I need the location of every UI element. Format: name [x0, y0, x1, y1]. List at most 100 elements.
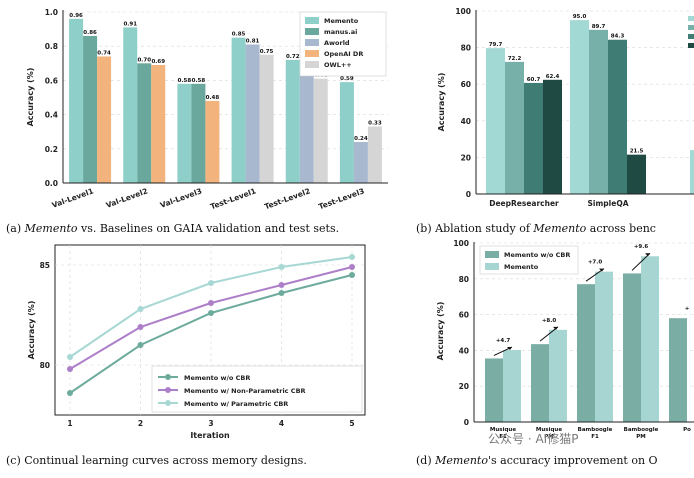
panel-c-x-tick: 5: [349, 419, 354, 428]
panel-d-y-tick: 20: [459, 382, 469, 391]
panel-b-bar: [486, 48, 505, 194]
panel-b-legend-partial: [688, 16, 694, 48]
panel-d-legend: Memento w/o CBR Memento: [479, 245, 579, 275]
panel-a-data-label: 0.70: [137, 57, 151, 63]
panel-d-legend-swatch: [485, 251, 499, 258]
caption-d: (d) Memento's accuracy improvement on O: [416, 454, 658, 467]
panel-c-frame: [54, 244, 366, 416]
caption-c: (c) Continual learning curves across mem…: [6, 454, 307, 467]
panel-d-bar: [503, 350, 521, 422]
caption-a: (a) Memento vs. Baselines on GAIA valida…: [6, 222, 339, 235]
panel-a-legend-swatch: [305, 17, 319, 24]
panel-c-legend-label: Memento w/ Parametric CBR: [184, 400, 288, 408]
panel-c-x-label: Iteration: [190, 431, 230, 440]
panel-d-chart: +4.7+8.0+7.0+9.6+ 020406080100MusiqueF1M…: [436, 239, 694, 440]
panel-a-bar: [339, 82, 354, 183]
panel-a-data-label: 0.91: [123, 21, 137, 27]
panel-d-gain-arrowhead: [645, 253, 650, 257]
panel-b-legend-swatch-2: [688, 25, 694, 30]
panel-a-bar: [313, 78, 328, 183]
panel-a-bar: [83, 35, 98, 183]
panel-c-legend: Memento w/o CBR Memento w/ Non-Parametric…: [151, 365, 363, 413]
panel-a-bars: 0.96 0.86 0.74 0.91 0.70 0.69 0.58 0.58 0.48 0.85…: [69, 13, 382, 184]
panel-c-x-tick: 4: [279, 419, 284, 428]
panel-d-bar: [669, 318, 687, 422]
panel-a-y-tick: 0.0: [45, 179, 58, 188]
panel-b-y-label: Accuracy (%): [437, 73, 446, 132]
panel-a-bar: [299, 71, 314, 183]
panel-d-x-tick: Musique: [490, 427, 516, 433]
caption-a-rest: vs. Baselines on GAIA validation and tes…: [80, 222, 339, 235]
panel-c-y-tick: 85: [40, 261, 50, 270]
panel-a-legend: Memento manus.ai Aworld OpenAI DR OWL++: [299, 11, 387, 77]
caption-a-label: (a): [6, 222, 21, 235]
panel-a-data-label: 0.48: [206, 95, 220, 101]
panel-c-point: [67, 390, 73, 396]
panel-b-bar-partial: [690, 150, 694, 194]
panel-a-bar: [123, 27, 138, 183]
panel-a-legend-label: manus.ai: [324, 28, 357, 36]
panel-a-x-tick: Test-Level3: [317, 186, 365, 211]
panel-a-data-label: 0.74: [97, 50, 111, 56]
panel-c-point: [278, 290, 285, 296]
panel-c-legend-marker: [165, 387, 171, 393]
panel-b-y-tick: 80: [461, 44, 471, 53]
panel-c-point: [208, 280, 214, 286]
panel-a-bar: [137, 63, 152, 183]
panel-a-x-tick: Val-Level1: [51, 186, 95, 209]
panel-d-y-label: Accuracy (%): [436, 302, 445, 361]
panel-c-point: [67, 354, 73, 360]
panel-c-y-label: Accuracy (%): [27, 301, 36, 360]
panel-d-x-tick-line2: PM: [544, 434, 554, 440]
panel-d-bar: [623, 273, 641, 422]
panel-d-ticks: 020406080100MusiqueF1MusiquePMBamboogleF…: [453, 239, 691, 440]
panel-b-ticks: 0 20 40 60 80 100 DeepResearcher SimpleQA: [455, 7, 628, 208]
panel-c-point: [278, 282, 285, 288]
panel-b-y-tick: 40: [461, 117, 471, 126]
panel-a-bar: [245, 44, 260, 183]
panel-a-bar: [177, 83, 192, 183]
panel-d-gain-arrowhead: [553, 326, 558, 330]
panel-c-point: [137, 306, 144, 312]
panel-a-bar: [151, 65, 166, 183]
panel-c-legend-box: [151, 365, 363, 413]
panel-c-point: [137, 342, 144, 348]
panel-c-point: [67, 366, 73, 372]
panel-a-data-label: 0.72: [286, 54, 300, 60]
panel-a-y-tick: 0.8: [45, 42, 58, 51]
caption-b: (b) Ablation study of Memento across ben…: [416, 222, 656, 235]
caption-d-label: (d): [416, 454, 432, 467]
panel-c-chart: 80 85 1 2 3 4 5 Accuracy (%) Iteration Memento…: [27, 244, 366, 440]
panel-c-point: [137, 324, 144, 330]
panel-d-gain-arrow: [585, 268, 605, 282]
panel-b-data-label: 62.4: [546, 74, 560, 80]
panel-c-x-tick: 1: [67, 419, 72, 428]
panel-d-gain-label: +9.6: [634, 244, 649, 250]
panel-d-x-tick: Bamboogle: [578, 427, 613, 433]
panel-b-bar: [570, 20, 589, 195]
panel-b-data-label: 95.0: [573, 14, 587, 20]
panel-b-legend-swatch-1: [688, 16, 694, 21]
panel-d-x-tick: Po: [683, 427, 691, 433]
panel-a-bar: [367, 126, 382, 183]
panel-a-x-tick: Test-Level2: [263, 186, 311, 211]
caption-b-emph: Memento: [532, 222, 586, 235]
panel-a-legend-label: OWL++: [324, 61, 352, 69]
panel-b-y-tick: 100: [455, 7, 471, 16]
panel-d-bar: [549, 329, 567, 422]
panel-c-x-tick: 2: [138, 419, 143, 428]
panel-a-bar: [191, 83, 206, 183]
panel-d-gain-label: +4.7: [496, 338, 511, 344]
caption-a-emph: Memento: [24, 222, 78, 235]
panel-a-data-label: 0.24: [354, 136, 368, 142]
panel-a-bar: [285, 59, 300, 183]
panel-b-bar: [627, 154, 646, 194]
panel-a-legend-swatch: [305, 61, 319, 68]
panel-d-bar: [595, 271, 613, 422]
panel-c-point: [208, 310, 214, 316]
panel-c-point: [208, 300, 214, 306]
watermark: 公众号 · AI修猫P: [488, 431, 578, 446]
panel-d-x-tick-line2: F1: [499, 434, 507, 440]
panel-d-gain-label: +8.0: [542, 318, 557, 324]
panel-a-x-tick: Test-Level1: [209, 186, 257, 211]
